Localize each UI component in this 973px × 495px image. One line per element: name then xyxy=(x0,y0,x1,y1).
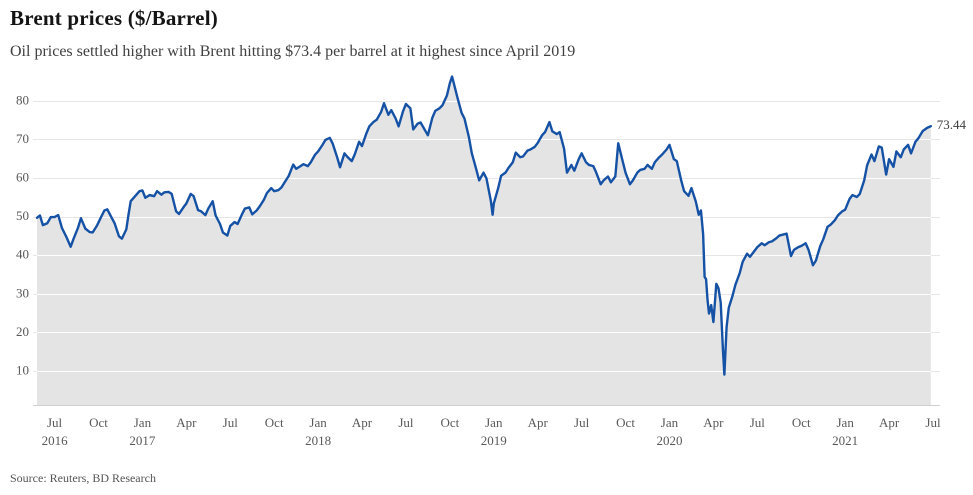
chart-subtitle: Oil prices settled higher with Brent hit… xyxy=(10,43,576,60)
source-note: Source: Reuters, BD Research xyxy=(10,471,156,485)
chart-title: Brent prices ($/Barrel) xyxy=(10,6,218,30)
latest-price-label: 73.44 xyxy=(936,117,967,133)
